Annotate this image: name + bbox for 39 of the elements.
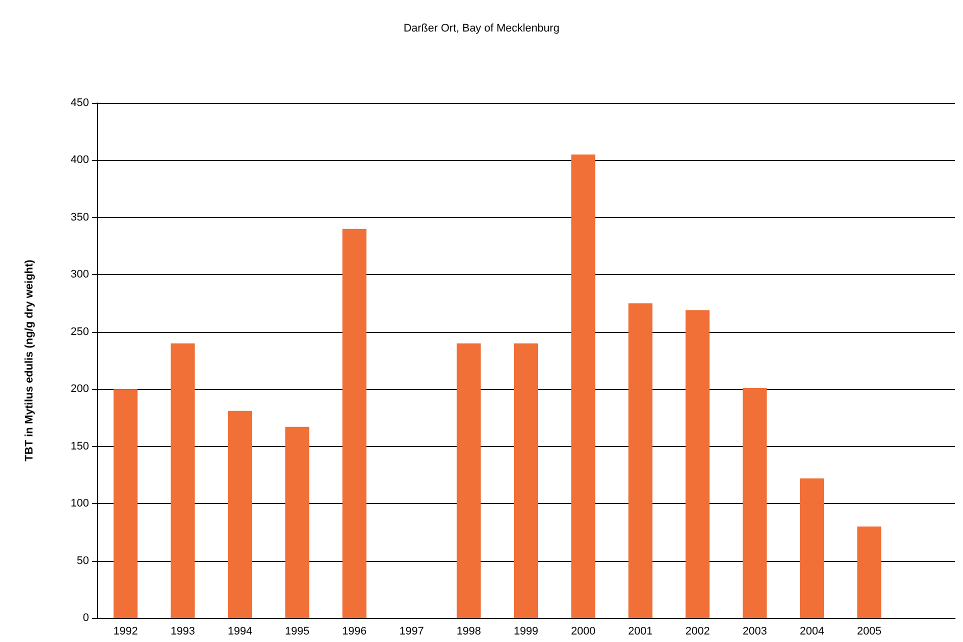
bar xyxy=(342,228,366,618)
bar xyxy=(686,310,710,618)
bar xyxy=(742,388,767,618)
bar xyxy=(170,343,195,618)
y-tick-label: 0 xyxy=(82,612,89,624)
x-tick-label: 2001 xyxy=(628,626,653,638)
x-tick-label: 1998 xyxy=(456,626,482,638)
x-tick-label: 1994 xyxy=(228,626,252,638)
bar xyxy=(228,410,252,618)
y-tick-label: 350 xyxy=(70,211,89,224)
bar xyxy=(114,389,138,618)
y-axis-title: TBT in Mytilus edulis (ng/g dry weight) xyxy=(24,259,36,462)
bar xyxy=(285,426,310,618)
y-tick-label: 250 xyxy=(70,326,89,338)
bar xyxy=(857,526,882,618)
bar xyxy=(800,478,824,618)
x-tick-label: 2003 xyxy=(742,626,768,638)
chart-title: Darßer Ort, Bay of Mecklenburg xyxy=(404,22,560,34)
y-tick-label: 450 xyxy=(70,97,89,109)
y-tick-label: 200 xyxy=(70,383,89,396)
x-tick-label: 2004 xyxy=(800,626,824,638)
bar xyxy=(628,303,652,618)
y-tick-label: 50 xyxy=(76,554,89,567)
y-tick-label: 400 xyxy=(70,154,89,166)
x-tick-label: 2002 xyxy=(685,626,710,638)
x-tick-label: 2000 xyxy=(570,626,596,638)
bar xyxy=(456,343,481,618)
x-tick-label: 1999 xyxy=(514,626,538,638)
x-tick-label: 1995 xyxy=(284,626,310,638)
y-tick-label: 100 xyxy=(70,498,89,510)
bar xyxy=(514,343,538,618)
x-tick-label: 1997 xyxy=(399,626,424,638)
bar xyxy=(571,154,596,618)
x-tick-label: 1993 xyxy=(170,626,196,638)
y-tick-label: 150 xyxy=(70,440,89,452)
x-tick-label: 2005 xyxy=(856,626,882,638)
x-tick-label: 1992 xyxy=(113,626,138,638)
x-tick-label: 1996 xyxy=(342,626,367,638)
y-tick-label: 300 xyxy=(70,268,89,281)
